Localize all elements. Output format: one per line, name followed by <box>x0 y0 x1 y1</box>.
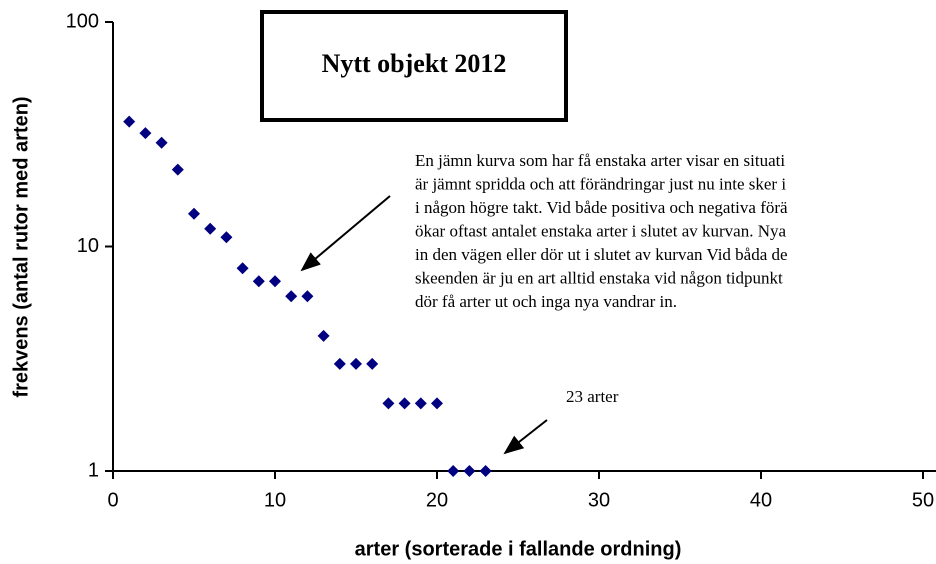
annotation: En jämn kurva som har få enstaka arter v… <box>415 151 785 170</box>
data-point <box>479 465 492 477</box>
data-point <box>155 136 168 149</box>
data-point <box>139 127 152 140</box>
data-point <box>188 207 200 220</box>
data-point <box>236 262 249 275</box>
data-point <box>317 329 330 342</box>
data-point <box>382 397 395 410</box>
annotation: dör få arter ut och inga nya vandrar in. <box>415 292 677 311</box>
annotation: är jämnt spridda och att förändringar ju… <box>415 174 786 193</box>
data-point <box>269 275 281 288</box>
x-tick-label: 40 <box>750 489 772 511</box>
data-point <box>220 231 233 244</box>
data-point <box>204 222 217 235</box>
y-tick-label: 1 <box>88 459 99 481</box>
data-point <box>301 290 314 303</box>
data-point <box>123 115 136 128</box>
chart-title: Nytt objekt 2012 <box>322 49 507 78</box>
data-point <box>463 465 476 477</box>
x-tick-label: 50 <box>912 489 934 511</box>
x-tick-label: 20 <box>426 489 448 511</box>
arrow <box>503 419 548 455</box>
data-point <box>333 357 346 370</box>
y-tick-label: 10 <box>77 235 99 257</box>
title-box <box>260 10 568 122</box>
data-point <box>414 397 427 410</box>
data-point <box>285 290 298 303</box>
annotation: ökar oftast antalet enstaka arter i slut… <box>415 221 786 240</box>
data-point <box>252 275 265 288</box>
annotation: 23 arter <box>566 387 619 406</box>
data-point <box>366 357 379 370</box>
x-tick-label: 30 <box>588 489 610 511</box>
data-point <box>350 357 362 370</box>
y-axis-label: frekvens (antal rutor med arten) <box>10 96 32 397</box>
x-tick-label: 10 <box>264 489 286 511</box>
data-point <box>398 397 411 410</box>
annotation: i någon högre takt. Vid både positiva oc… <box>415 198 788 217</box>
x-axis-label: arter (sorterade i fallande ordning) <box>355 538 682 560</box>
y-tick-label: 100 <box>66 10 99 32</box>
x-tick-label: 0 <box>107 489 118 511</box>
data-point <box>431 397 443 410</box>
annotation: skeenden är ju en art alltid enstaka vid… <box>415 268 783 287</box>
data-point <box>171 163 184 176</box>
annotation: in den vägen eller dör ut i slutet av ku… <box>415 245 788 264</box>
arrow <box>300 195 391 272</box>
data-point <box>447 465 460 477</box>
